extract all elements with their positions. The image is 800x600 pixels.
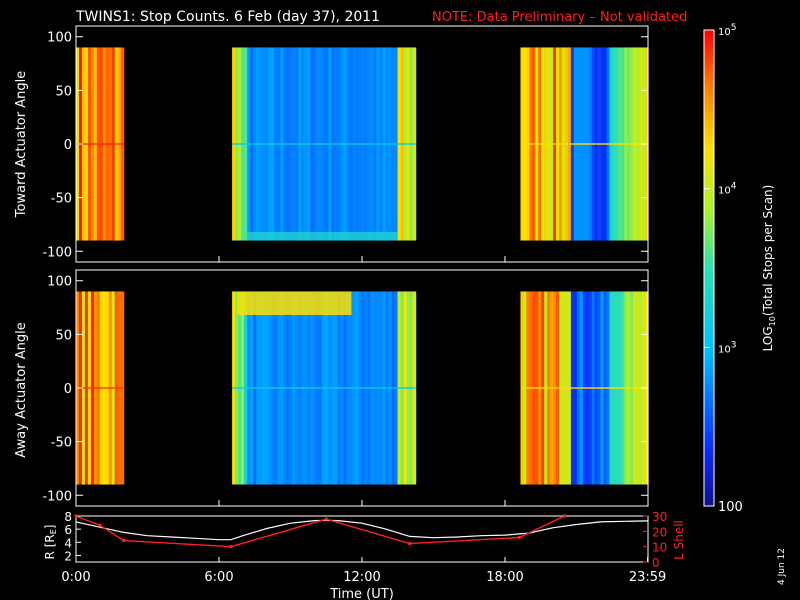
colorbar-tick-exponent: 4 (731, 182, 737, 192)
away-y-axis: 100 50 0 -50 -100 (42, 275, 649, 506)
toward-ytick-label: 50 (55, 84, 72, 99)
x-axis-label: Time (UT) (329, 587, 394, 600)
colorbar-tick-label: 100 (718, 500, 743, 515)
radius-y-label: R [RE] (43, 525, 58, 560)
generation-date: 4 Jun 12 (777, 548, 787, 585)
lshell-ytick-label: 30 (652, 510, 667, 524)
away-ytick-label: -50 (51, 436, 72, 451)
colorbar-tick-label: 104 (718, 182, 737, 197)
lshell-point (74, 514, 78, 518)
time-tick-label: 0:00 (61, 570, 90, 585)
colorbar-label-rest: (Total Stops per Scan) (761, 185, 775, 316)
toward-ytick-label: 0 (64, 138, 72, 153)
colorbar-tick-label: 105 (718, 23, 736, 38)
preliminary-note: NOTE: Data Preliminary – Not validated (432, 10, 687, 25)
toward-ytick-label: 100 (47, 31, 72, 46)
radius-ytick-label: 6 (64, 523, 72, 537)
away-zero-stripe (520, 387, 648, 389)
lshell-ytick-label: 20 (652, 525, 667, 539)
lshell-point (408, 542, 412, 546)
colorbar-label: LOG10(Total Stops per Scan) (761, 185, 777, 352)
time-tick-label: 18:00 (486, 570, 523, 585)
radius-y-label-sub: E (49, 529, 58, 534)
colorbar-tick-exponent: 5 (731, 23, 737, 33)
toward-ytick-label: -100 (42, 245, 72, 260)
chart-title: TWINS1: Stop Counts. 6 Feb (day 37), 201… (75, 9, 380, 25)
away-ytick-label: 50 (55, 328, 72, 343)
toward-y-label: Toward Actuator Angle (14, 71, 29, 218)
away-ytick-label: -100 (42, 489, 72, 504)
toward-y-axis: 100 50 0 -50 -100 (42, 31, 649, 262)
toward-ytick-label: -50 (51, 192, 72, 207)
toward-zero-stripe (232, 143, 416, 145)
toward-zero-stripe (520, 143, 648, 145)
away-ytick-label: 0 (64, 382, 72, 397)
time-tick-label: 12:00 (343, 570, 380, 585)
colorbar-label-main: LOG (761, 326, 775, 351)
lshell-ytick-label: 0 (652, 556, 660, 570)
colorbar-tick-label: 103 (718, 340, 736, 355)
radius-y-label-main: R [R (43, 534, 57, 559)
lshell-point (563, 514, 567, 518)
lshell-y-label: L Shell (672, 520, 686, 560)
toward-zero-stripe (76, 143, 124, 145)
away-zero-stripe (232, 387, 416, 389)
time-tick-label: 23:59 (629, 570, 666, 585)
colorbar-tick-exponent: 3 (731, 340, 737, 350)
away-band (237, 291, 352, 316)
away-heatmap (76, 291, 649, 485)
away-panel: 100 50 0 -50 -100 Away Actuator Angle (14, 269, 649, 507)
away-y-label: Away Actuator Angle (14, 322, 29, 457)
radius-y-label-end: ] (43, 525, 57, 530)
toward-band (246, 231, 398, 241)
lshell-series-line (75, 515, 565, 548)
lshell-point (324, 517, 328, 521)
lshell-ytick-label: 10 (652, 541, 667, 555)
away-ytick-label: 100 (47, 275, 72, 290)
colorbar-label-sub: 10 (768, 316, 777, 326)
radius-ytick-label: 8 (64, 510, 72, 524)
radius-ytick-label: 2 (64, 549, 72, 563)
radius-series-line (75, 519, 649, 541)
time-tick-label: 6:00 (204, 570, 233, 585)
toward-heatmap (76, 47, 649, 241)
toward-panel: 100 50 0 -50 -100 Toward Actuator Angle (14, 25, 649, 263)
lshell-point (517, 536, 521, 539)
lshell-point (229, 545, 233, 549)
lshell-point (98, 523, 102, 527)
away-zero-stripe (76, 387, 124, 389)
colorbar-gradient (704, 30, 714, 506)
radius-ytick-label: 4 (64, 536, 72, 550)
lshell-point (122, 539, 126, 542)
